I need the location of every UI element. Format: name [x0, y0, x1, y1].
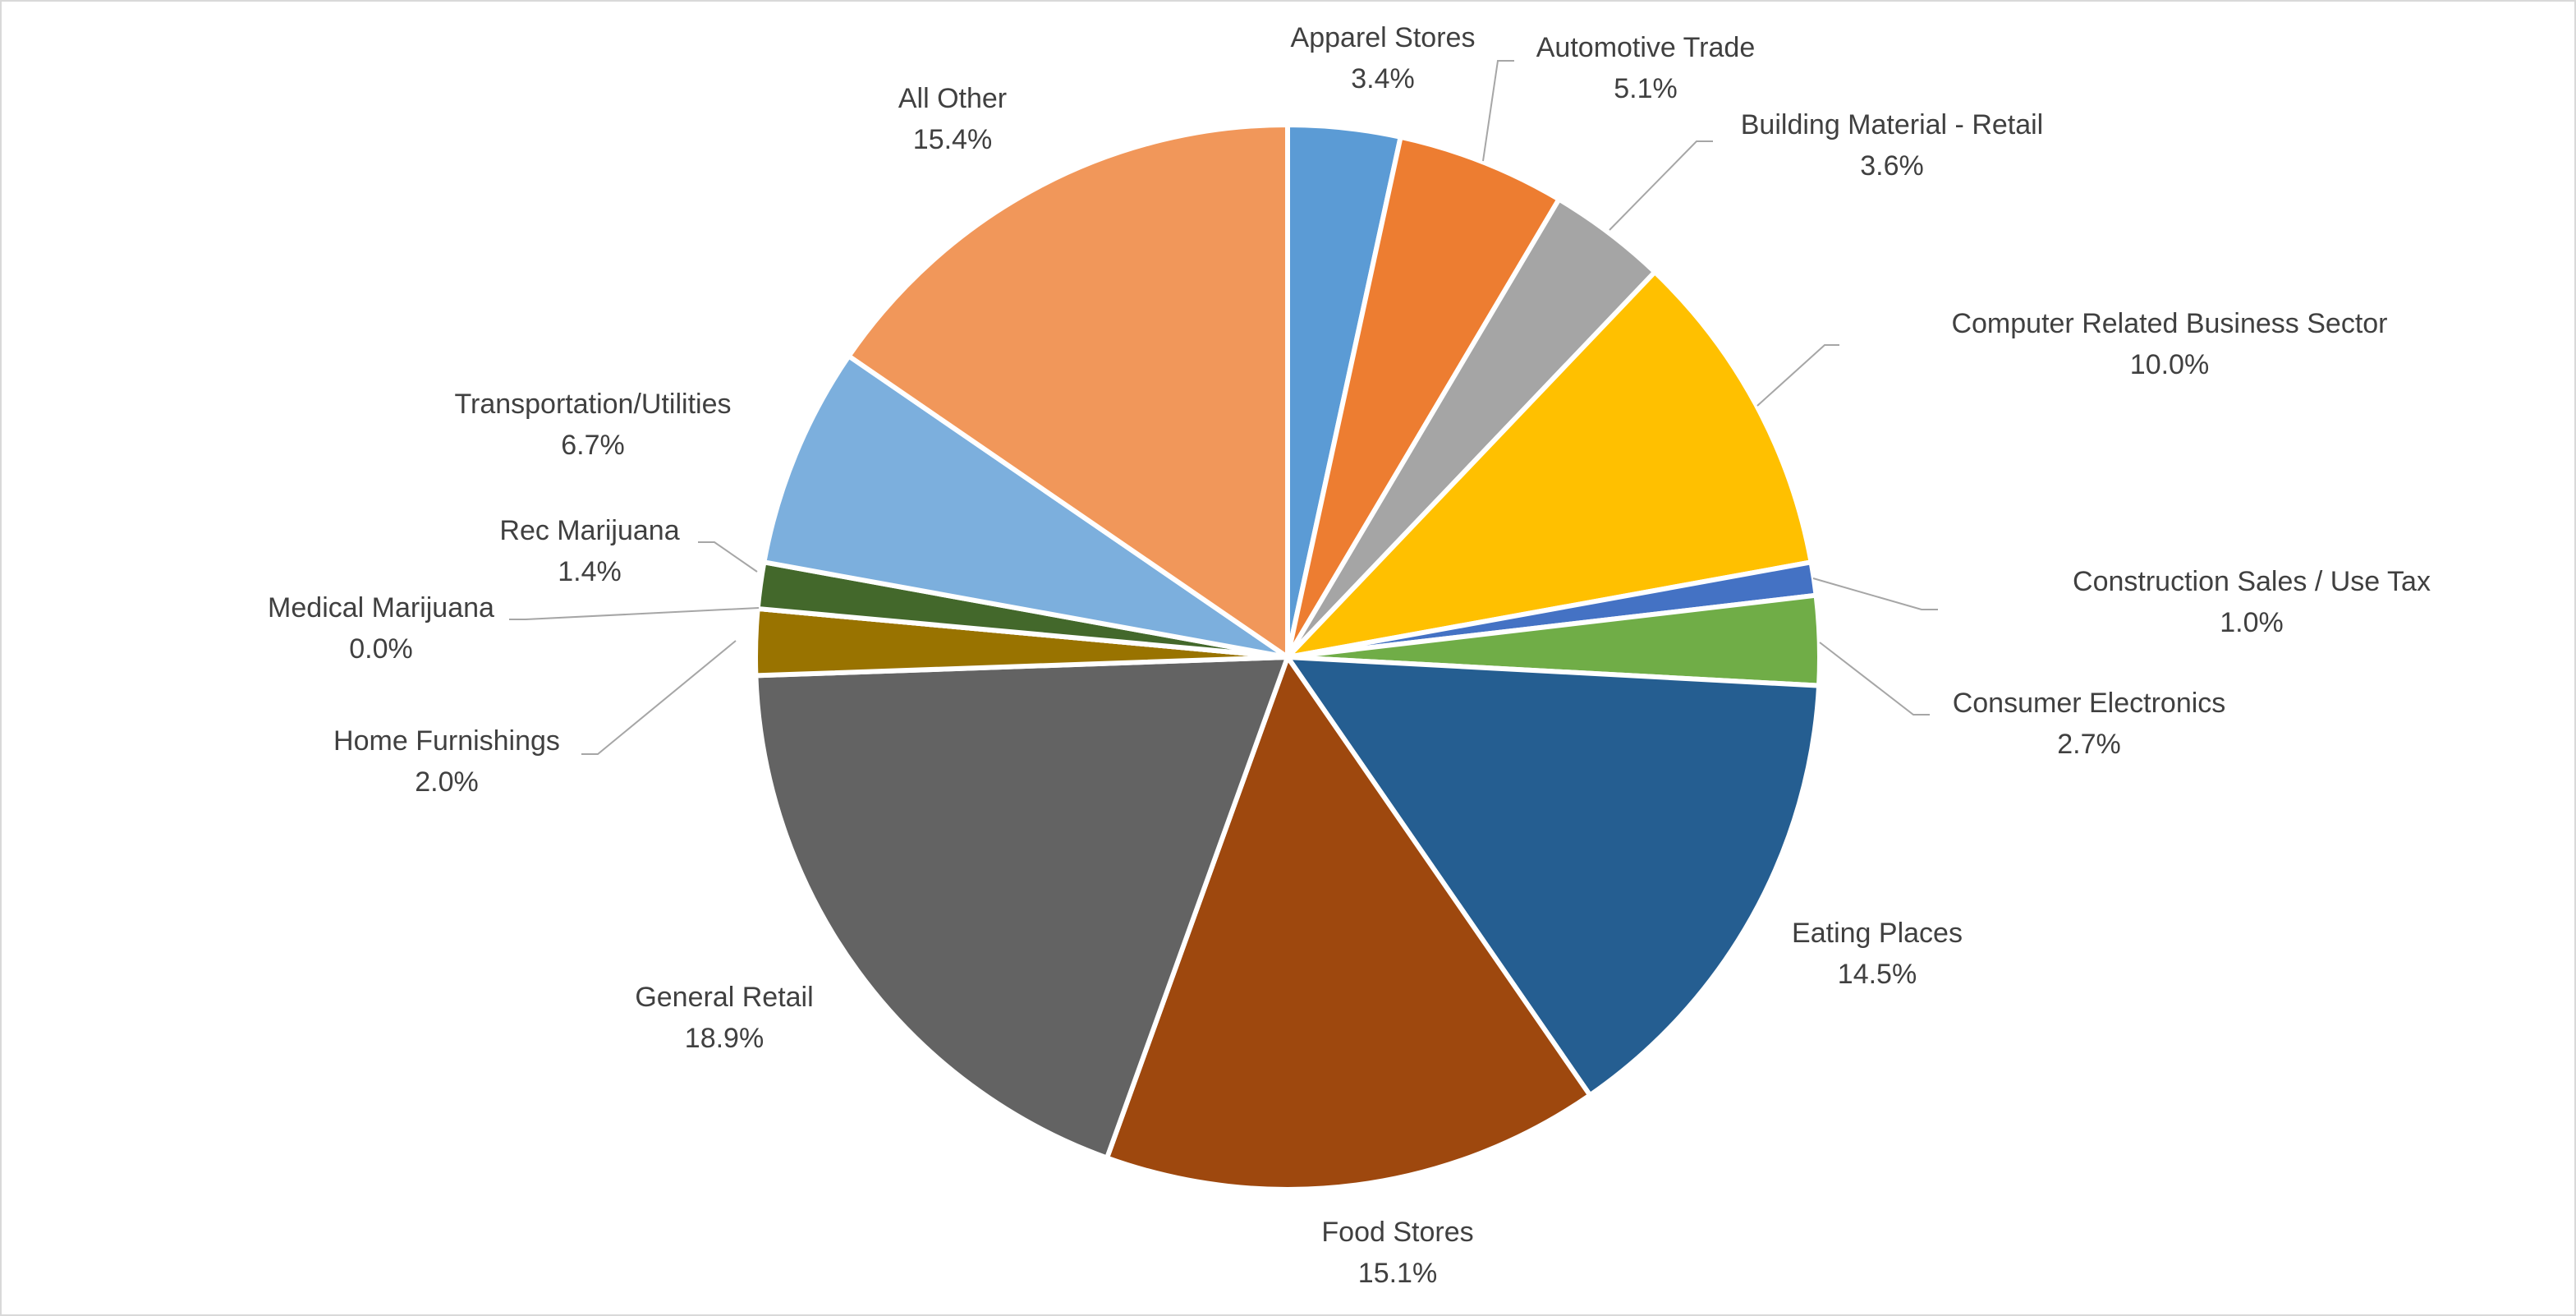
slice	[1285, 655, 1822, 1098]
value-label: 15.4%	[913, 124, 992, 155]
slice	[846, 122, 1290, 660]
labels: Apparel Stores 3.4% Automotive Trade 5.1% Bu…	[268, 22, 2431, 1289]
category-label: Home Furnishings	[333, 725, 560, 757]
category-label: Transportation/Utilities	[455, 389, 732, 420]
category-label: Computer Related Business Sector	[1951, 308, 2387, 339]
value-label: 6.7%	[561, 430, 625, 461]
value-label: 10.0%	[2130, 349, 2209, 380]
leader-line	[1756, 344, 1839, 407]
value-label: 14.5%	[1838, 959, 1917, 990]
category-label: Building Material - Retail	[1741, 109, 2044, 140]
category-label: Eating Places	[1792, 918, 1963, 949]
category-label: General Retail	[635, 982, 813, 1013]
slice	[761, 353, 1290, 660]
category-label: Rec Marijuana	[499, 515, 679, 546]
category-label: All Other	[898, 83, 1007, 114]
category-label: Apparel Stores	[1291, 22, 1476, 53]
slice	[1104, 655, 1593, 1192]
value-label: 5.1%	[1614, 73, 1678, 104]
leader-line	[509, 607, 760, 620]
value-label: 2.0%	[415, 766, 479, 798]
value-label: 0.0%	[349, 633, 413, 665]
value-label: 1.4%	[558, 556, 622, 587]
category-label: Construction Sales / Use Tax	[2073, 566, 2431, 597]
value-label: 18.9%	[685, 1023, 764, 1054]
leader-line	[698, 541, 758, 573]
leader-line	[1812, 577, 1938, 610]
slice	[753, 655, 1290, 1161]
category-label: Consumer Electronics	[1953, 688, 2226, 719]
slice	[1285, 269, 1814, 660]
value-label: 1.0%	[2220, 607, 2284, 638]
category-label: Medical Marijuana	[268, 592, 494, 623]
value-label: 15.1%	[1358, 1258, 1437, 1289]
leader-lines	[509, 60, 1938, 755]
leader-line	[581, 640, 737, 755]
leader-line	[1482, 60, 1514, 162]
leader-line	[1609, 140, 1713, 231]
category-label: Food Stores	[1321, 1217, 1473, 1248]
category-label: Automotive Trade	[1536, 32, 1755, 63]
leader-line	[1819, 642, 1930, 716]
value-label: 3.6%	[1860, 150, 1924, 182]
value-label: 3.4%	[1351, 63, 1415, 94]
slices	[753, 122, 1822, 1192]
slice	[1285, 134, 1562, 660]
value-label: 2.7%	[2057, 729, 2121, 760]
